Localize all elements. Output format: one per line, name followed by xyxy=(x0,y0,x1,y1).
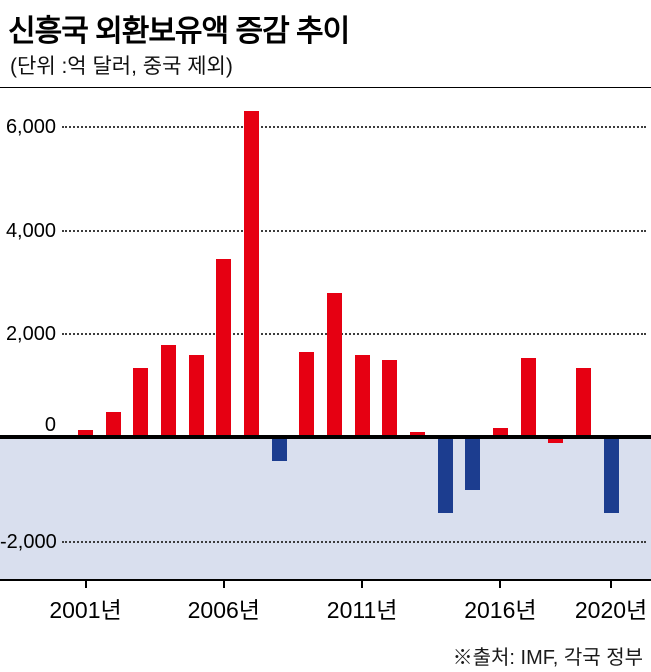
bar-2007 xyxy=(243,111,259,438)
x-axis-tick-2006 xyxy=(222,581,225,588)
bar-2002 xyxy=(105,412,121,438)
y-axis-label--2000: -2,000 xyxy=(0,530,57,553)
bar-2004 xyxy=(160,344,176,438)
gridline-2000 xyxy=(62,333,646,336)
bar-2003 xyxy=(133,368,149,438)
bar-2010 xyxy=(326,292,342,438)
zero-axis-line xyxy=(0,435,651,439)
x-axis-label-2020: 2020년 xyxy=(574,597,648,623)
x-axis-label-2001: 2001년 xyxy=(49,597,122,623)
bar-2019 xyxy=(575,368,591,438)
x-axis-line xyxy=(0,579,651,581)
x-axis-tick-2016 xyxy=(499,581,502,588)
x-axis-label-2011: 2011년 xyxy=(326,597,398,623)
y-axis-label-2000: 2,000 xyxy=(5,323,56,346)
bar-2014 xyxy=(437,438,453,514)
bar-2011 xyxy=(354,355,370,438)
gridline-4000 xyxy=(62,229,646,232)
x-axis-label-2016: 2016년 xyxy=(464,597,537,623)
source-note: ※출처: IMF, 각국 정부 xyxy=(452,647,643,669)
negative-band xyxy=(0,438,651,580)
bar-2001 xyxy=(78,430,93,438)
bar-2013 xyxy=(409,431,425,438)
bar-2015 xyxy=(465,438,481,490)
header-divider xyxy=(0,87,651,88)
bar-2016 xyxy=(492,427,508,438)
chart-title: 신흥국 외환보유액 증감 추이 xyxy=(8,15,350,48)
gridline--2000 xyxy=(62,540,646,543)
gridline-6000 xyxy=(62,126,646,128)
y-axis-label-4000: 4,000 xyxy=(5,219,56,242)
x-axis-label-2006: 2006년 xyxy=(187,597,260,623)
bar-2017 xyxy=(520,357,536,438)
bar-2005 xyxy=(188,355,204,438)
y-axis-label-6000: 6,000 xyxy=(5,116,56,138)
bar-2009 xyxy=(299,352,315,438)
y-axis-label-0: 0 xyxy=(44,414,56,436)
bar-2012 xyxy=(382,360,398,438)
x-axis-tick-2020 xyxy=(610,581,613,588)
bar-2020 xyxy=(603,438,619,514)
x-axis-tick-2001 xyxy=(84,581,87,588)
bar-2018 xyxy=(548,438,564,444)
bar-2008 xyxy=(271,438,287,462)
bar-2006 xyxy=(216,259,232,438)
x-axis-tick-2011 xyxy=(361,581,364,588)
chart-subtitle: (단위 :억 달러, 중국 제외) xyxy=(10,55,233,78)
